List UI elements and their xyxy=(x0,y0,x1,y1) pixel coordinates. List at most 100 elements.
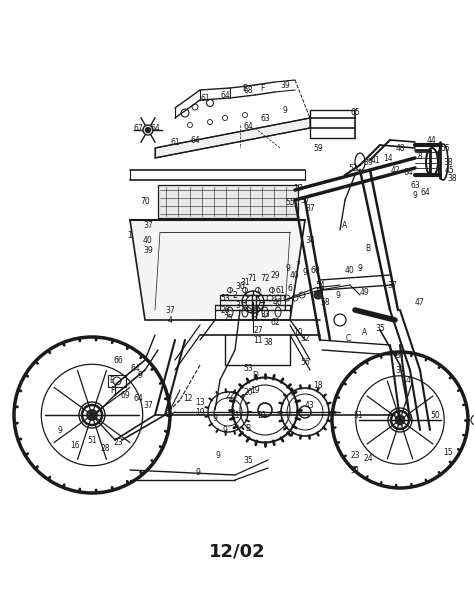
Text: A: A xyxy=(342,220,347,230)
Text: 63: 63 xyxy=(260,114,270,123)
Text: 64: 64 xyxy=(220,90,230,99)
Text: 46: 46 xyxy=(273,298,283,306)
Text: 26: 26 xyxy=(220,306,230,314)
Text: 37: 37 xyxy=(305,203,315,212)
Text: 70: 70 xyxy=(140,196,150,206)
Text: 37: 37 xyxy=(143,400,153,410)
Text: F: F xyxy=(110,386,114,395)
Text: 9: 9 xyxy=(57,426,63,435)
Text: 12/02: 12/02 xyxy=(209,543,265,561)
Text: 19: 19 xyxy=(250,386,260,395)
Text: 9: 9 xyxy=(357,263,363,273)
Text: 9: 9 xyxy=(216,451,220,459)
Text: 9: 9 xyxy=(283,106,287,114)
Text: 51: 51 xyxy=(353,411,363,419)
Text: 64: 64 xyxy=(420,187,430,196)
Text: 8: 8 xyxy=(418,152,422,160)
Text: 64: 64 xyxy=(150,123,160,133)
Text: 71: 71 xyxy=(247,273,257,282)
Text: 2: 2 xyxy=(233,290,237,300)
Text: B: B xyxy=(246,424,251,432)
Text: 24: 24 xyxy=(363,454,373,462)
Text: 58: 58 xyxy=(320,298,330,306)
Text: 65: 65 xyxy=(350,107,360,117)
Text: 59: 59 xyxy=(313,144,323,152)
Text: 64: 64 xyxy=(130,363,140,373)
Text: 19: 19 xyxy=(195,408,205,416)
Polygon shape xyxy=(155,118,310,158)
Text: 37: 37 xyxy=(300,195,310,204)
Text: 35: 35 xyxy=(375,324,385,333)
Text: 33: 33 xyxy=(260,309,270,319)
Ellipse shape xyxy=(314,291,322,299)
Text: 9: 9 xyxy=(223,426,228,435)
Text: 64: 64 xyxy=(243,122,253,131)
Text: 61: 61 xyxy=(275,286,285,295)
Ellipse shape xyxy=(146,128,151,133)
Text: 21: 21 xyxy=(257,411,267,419)
Text: 1: 1 xyxy=(128,230,132,239)
Bar xyxy=(158,185,298,218)
Text: 10: 10 xyxy=(293,327,303,336)
Text: 37: 37 xyxy=(387,281,397,289)
Text: 48: 48 xyxy=(395,144,405,152)
Text: D: D xyxy=(165,394,171,403)
Text: 72: 72 xyxy=(260,273,270,282)
Text: 18: 18 xyxy=(313,381,323,389)
Text: 12: 12 xyxy=(183,394,193,403)
Text: 35: 35 xyxy=(243,456,253,465)
Text: 13: 13 xyxy=(195,397,205,406)
Bar xyxy=(108,375,126,387)
Text: 17: 17 xyxy=(293,184,303,193)
Text: 4: 4 xyxy=(406,376,410,384)
Text: E: E xyxy=(109,376,114,384)
Ellipse shape xyxy=(143,125,153,135)
Text: B: B xyxy=(365,244,371,252)
Text: 56: 56 xyxy=(300,357,310,367)
Text: 9: 9 xyxy=(302,268,308,276)
Text: 39: 39 xyxy=(280,80,290,90)
Text: 42: 42 xyxy=(390,166,400,174)
Text: 39: 39 xyxy=(363,158,373,166)
Text: E: E xyxy=(243,84,247,93)
Text: 67: 67 xyxy=(133,123,143,133)
Text: 9: 9 xyxy=(285,263,291,273)
Text: 14: 14 xyxy=(383,154,393,163)
Text: 57: 57 xyxy=(315,287,325,297)
Text: 69: 69 xyxy=(120,391,130,400)
Text: 31: 31 xyxy=(240,278,250,287)
Text: 23: 23 xyxy=(350,451,360,459)
Text: 23: 23 xyxy=(113,438,123,446)
Text: D: D xyxy=(252,370,258,379)
Text: 54: 54 xyxy=(315,281,325,289)
Text: 16: 16 xyxy=(70,440,80,449)
Text: 37: 37 xyxy=(395,365,405,375)
Text: 64: 64 xyxy=(133,394,143,403)
Polygon shape xyxy=(130,220,305,320)
Text: 4: 4 xyxy=(168,316,173,325)
Text: 15: 15 xyxy=(443,448,453,456)
Text: C: C xyxy=(346,333,351,343)
Text: 61: 61 xyxy=(170,138,180,147)
Text: 27: 27 xyxy=(253,325,263,335)
Text: 9: 9 xyxy=(137,370,143,379)
Text: 55: 55 xyxy=(440,144,450,152)
Ellipse shape xyxy=(258,403,272,417)
Text: 64: 64 xyxy=(403,168,413,176)
Text: 21: 21 xyxy=(230,411,240,419)
Text: 25: 25 xyxy=(223,314,233,322)
Text: 43: 43 xyxy=(305,400,315,410)
Text: 51: 51 xyxy=(350,465,360,475)
Text: 63: 63 xyxy=(410,181,420,190)
Text: 20: 20 xyxy=(243,387,253,397)
Text: 66: 66 xyxy=(113,356,123,365)
Text: 39: 39 xyxy=(143,246,153,254)
Text: 40: 40 xyxy=(345,265,355,274)
Text: 37: 37 xyxy=(165,306,175,314)
Text: 9: 9 xyxy=(436,150,440,160)
Text: 38: 38 xyxy=(263,338,273,346)
Text: 40: 40 xyxy=(143,236,153,244)
Text: 34: 34 xyxy=(305,236,315,244)
Text: 68: 68 xyxy=(243,85,253,95)
Text: 9: 9 xyxy=(212,413,218,422)
